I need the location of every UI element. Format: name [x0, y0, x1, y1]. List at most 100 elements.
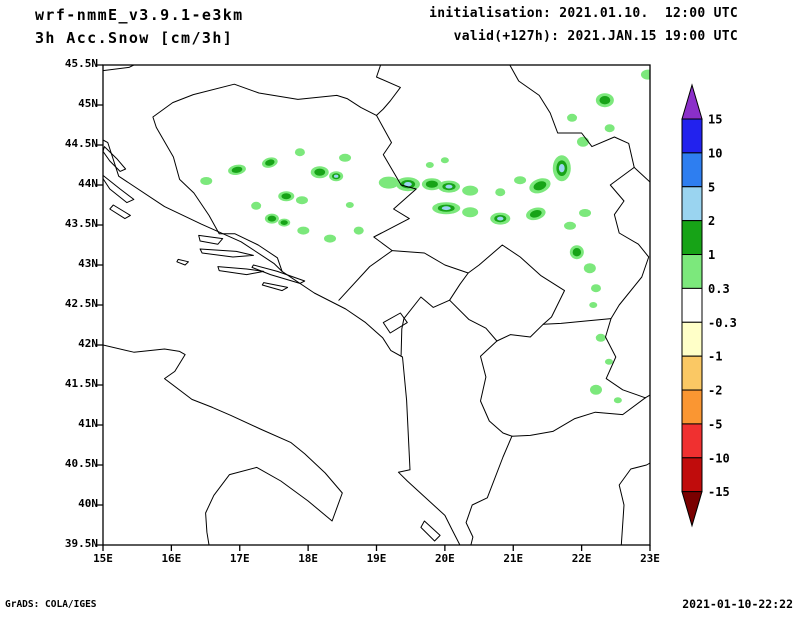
border-greece-bulgaria — [644, 394, 650, 399]
border-serbia-romania-bulgaria — [509, 65, 650, 320]
snow-cell-light — [567, 113, 578, 122]
lat-tick-label: 44N — [78, 177, 98, 190]
colorbar-segment — [681, 254, 703, 289]
snow-cell-light — [200, 177, 213, 185]
snow-cell-light — [295, 196, 308, 205]
colorbar-tick-label: -1 — [708, 350, 722, 364]
colorbar-segment — [681, 186, 703, 222]
coastline-greece-aegean — [618, 462, 650, 545]
peninsula-peljesac — [251, 264, 306, 284]
snow-cell-light — [294, 148, 305, 157]
snow-cell-light — [345, 202, 354, 208]
island-pag — [103, 146, 127, 172]
colorbar-segment — [681, 118, 703, 154]
snow-cell-light — [462, 185, 479, 196]
lat-tick-label: 45N — [78, 97, 98, 110]
colorbar-segment — [681, 287, 703, 323]
snow-cell-core — [445, 184, 453, 189]
island-mljet — [261, 282, 289, 292]
snow-cell-light — [495, 188, 506, 197]
coastline-adriatic-east — [103, 139, 461, 545]
colorbar-tick-label: -15 — [708, 485, 730, 499]
colorbar-segment — [681, 457, 703, 493]
border-albania-greece — [465, 435, 513, 545]
lat-tick-label: 39.5N — [64, 537, 98, 550]
colorbar-legend: 15 10 5 2 1 0.3 -0.3 -1 -2 -5 -10 -15 — [681, 83, 737, 528]
island-sliver — [109, 204, 131, 220]
border-montenegro-serbia — [391, 250, 469, 301]
colorbar-segment — [681, 321, 703, 357]
lat-tick-label: 43.5N — [64, 217, 98, 230]
colorbar-tick-label: 0.3 — [708, 282, 730, 296]
product-title: 3h Acc.Snow [cm/3h] — [35, 29, 234, 47]
snow-cell-core — [441, 206, 451, 211]
snow-cell-light — [576, 136, 589, 147]
snow-cell-core — [404, 181, 412, 187]
border-slovenia-croatia — [103, 65, 135, 72]
axis-ticks — [97, 64, 651, 551]
creation-timestamp: 2021-01-10-22:22 — [682, 597, 793, 611]
snow-cell-dark — [425, 180, 438, 188]
colorbar-tick-label: 1 — [708, 248, 715, 262]
snow-cell-light — [440, 157, 449, 164]
snow-cell-light — [583, 263, 596, 274]
snow-cell-dark — [265, 159, 275, 166]
colorbar-segment — [681, 389, 703, 425]
snow-cell-light — [595, 333, 606, 342]
lat-tick-label: 40.5N — [64, 457, 98, 470]
snow-cell-dark — [231, 166, 243, 173]
snow-cell-dark — [267, 215, 277, 222]
snow-cell-light — [564, 221, 577, 230]
border-romania-bulgaria-danube — [633, 166, 650, 183]
snow-cell-light — [640, 69, 650, 80]
border-nmk-bulgaria — [605, 318, 646, 399]
snow-cell-light — [579, 209, 592, 217]
colorbar-tick-label: -5 — [708, 417, 722, 431]
border-kosovo-serbia — [467, 244, 565, 325]
lat-tick-label: 41N — [78, 417, 98, 430]
snow-cell-dark — [572, 248, 582, 257]
border-albania-kosovo-montenegro — [400, 296, 498, 356]
island-brac — [198, 234, 224, 245]
valid-time-label: valid(+127h): 2021.JAN.15 19:00 UTC — [453, 29, 738, 44]
colorbar-arrow-bottom — [681, 491, 703, 528]
border-nmk-greece — [511, 397, 646, 437]
snow-cell-light — [613, 397, 622, 404]
snow-cell-light — [378, 176, 399, 189]
snow-cell-core — [497, 216, 504, 221]
grads-credit: GrADS: COLA/IGES — [5, 599, 97, 610]
snow-cell-light — [462, 207, 479, 218]
border-serbia-nmk — [542, 318, 612, 325]
snow-cell-core — [558, 164, 565, 173]
lat-tick-label: 44.5N — [64, 137, 98, 150]
island-corfu — [420, 520, 441, 542]
init-time-label: initialisation: 2021.01.10. 12:00 UTC — [429, 6, 738, 21]
snow-cell-dark — [533, 181, 547, 191]
coastline-italy — [103, 344, 343, 545]
colorbar-tick-label: -10 — [708, 451, 730, 465]
snow-cell-light — [590, 284, 601, 293]
lat-tick-label: 40N — [78, 497, 98, 510]
lat-tick-label: 42.5N — [64, 297, 98, 310]
plot-frame — [102, 64, 651, 546]
map-outlines — [103, 65, 650, 545]
snow-cell-light — [251, 201, 262, 210]
colorbar-segment — [681, 220, 703, 256]
colorbar-tick-label: 5 — [708, 180, 715, 194]
colorbar-tick-label: 15 — [708, 113, 722, 127]
snow-cell-light — [589, 384, 602, 395]
snow-cell-light — [297, 226, 310, 235]
colorbar-tick-label: 10 — [708, 146, 722, 160]
snow-cell-light — [604, 358, 613, 365]
island-korcula — [217, 266, 265, 276]
snow-cell-light — [353, 226, 364, 235]
lat-tick-label: 43N — [78, 257, 98, 270]
snow-cell-light — [514, 176, 527, 185]
island-hvar — [199, 248, 254, 258]
lat-tick-label: 45.5N — [64, 57, 98, 70]
lake-skadar — [382, 312, 408, 334]
lat-tick-label: 41.5N — [64, 377, 98, 390]
snow-cell-light — [589, 302, 598, 308]
colorbar-segment — [681, 152, 703, 188]
